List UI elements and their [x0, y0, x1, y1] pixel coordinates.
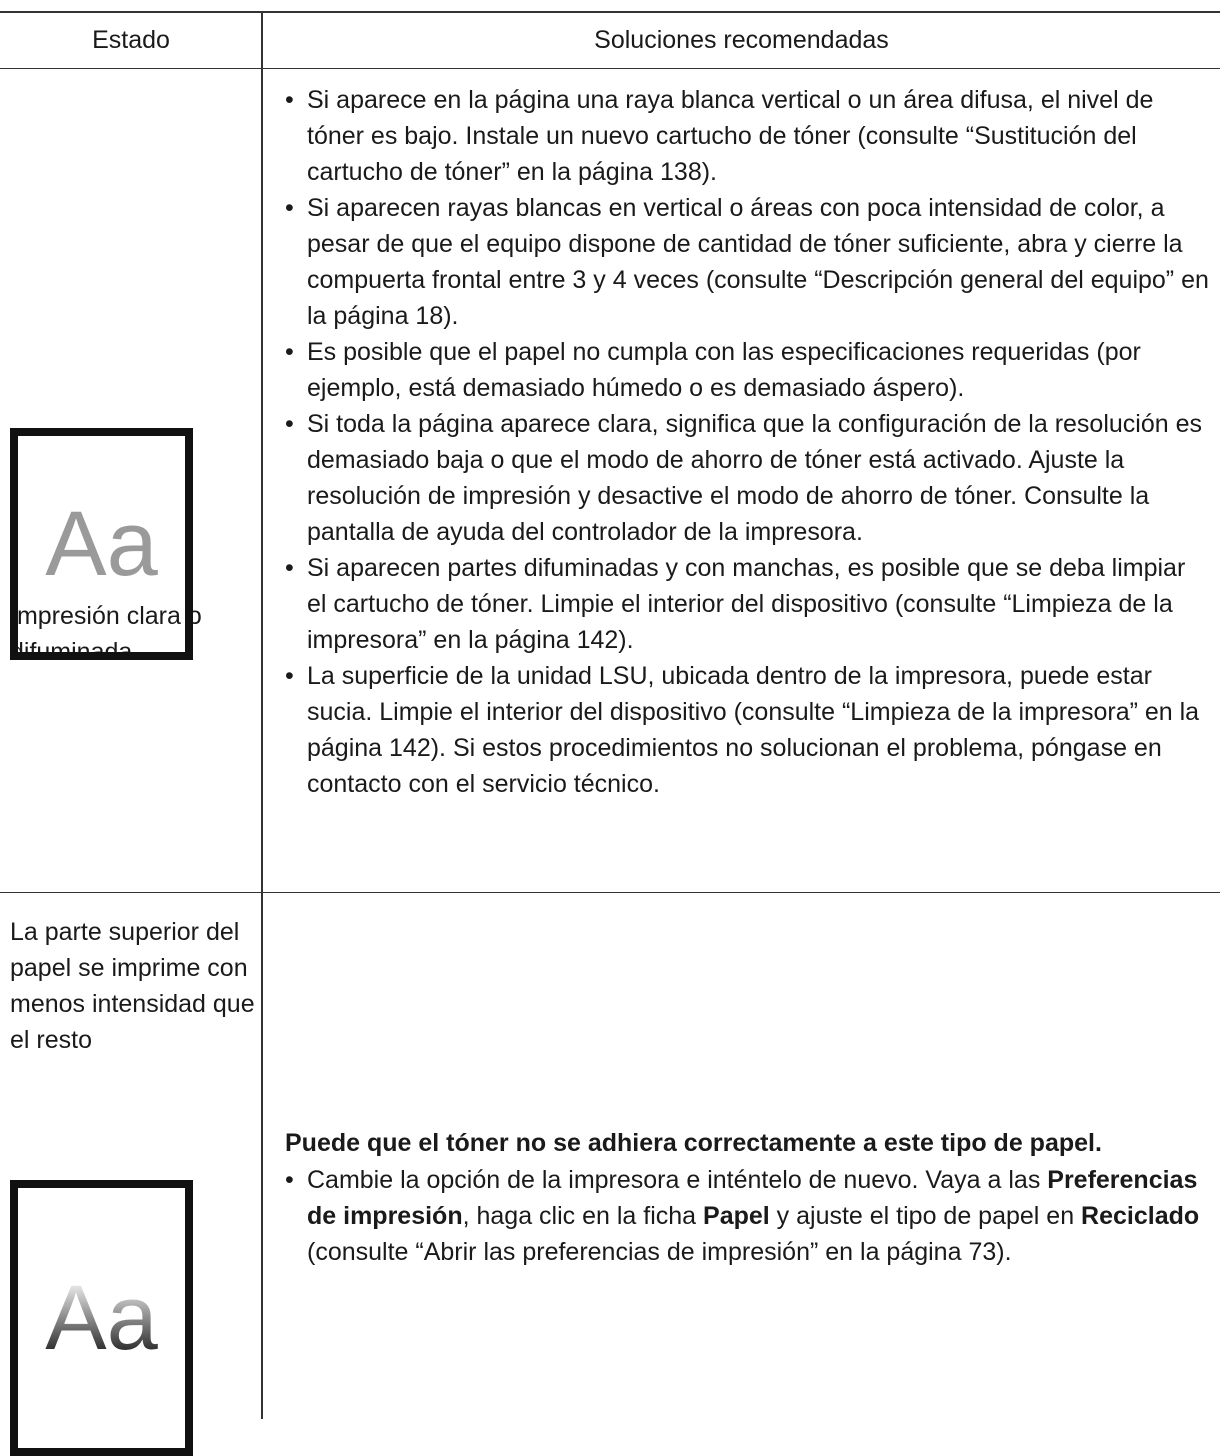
- sample-icon: Aa: [10, 1180, 193, 1456]
- column-header: Soluciones recomendadas: [594, 26, 889, 54]
- solution-heading: Puede que el tóner no se adhiera correct…: [285, 1129, 1102, 1157]
- text-run: y ajuste el tipo de papel en: [769, 1202, 1082, 1230]
- row-border: [0, 892, 1220, 893]
- icon-text: Aa: [45, 1267, 158, 1369]
- header-border: [0, 68, 1220, 69]
- solution-item: Si aparecen rayas blancas en vertical o …: [285, 190, 1210, 334]
- text-run: (consulte “Abrir las preferencias de imp…: [307, 1238, 1012, 1266]
- sample-icon: Aa: [10, 428, 193, 660]
- state-text: La parte superior del papel se imprime c…: [10, 918, 255, 1054]
- text-run: Cambie la opción de la impresora e intén…: [307, 1166, 1048, 1194]
- solution-list: Si aparece en la página una raya blanca …: [285, 82, 1210, 802]
- solution-item: Es posible que el papel no cumpla con la…: [285, 334, 1210, 406]
- bold-term: Reciclado: [1081, 1202, 1200, 1230]
- column-divider: [261, 12, 263, 1419]
- page: Estado Soluciones recomendadas Impresión…: [0, 0, 1220, 1419]
- solution-item: Si aparecen partes difuminadas y con man…: [285, 550, 1210, 658]
- solution-item: La superficie de la unidad LSU, ubicada …: [285, 658, 1210, 802]
- bold-term: Preferencias de impresión: [307, 1166, 1198, 1230]
- bold-term: Papel: [703, 1202, 770, 1230]
- solution-list: Cambie la opción de la impresora e intén…: [285, 1162, 1210, 1270]
- icon-text: Aa: [45, 493, 158, 595]
- table-top-border: [0, 11, 1220, 13]
- text-run: , haga clic en la ficha: [462, 1202, 704, 1230]
- solution-item: Si aparece en la página una raya blanca …: [285, 82, 1210, 190]
- solution-item: Cambie la opción de la impresora e intén…: [285, 1162, 1210, 1270]
- solution-item: Si toda la página aparece clara, signifi…: [285, 406, 1210, 550]
- column-header: Estado: [92, 26, 170, 54]
